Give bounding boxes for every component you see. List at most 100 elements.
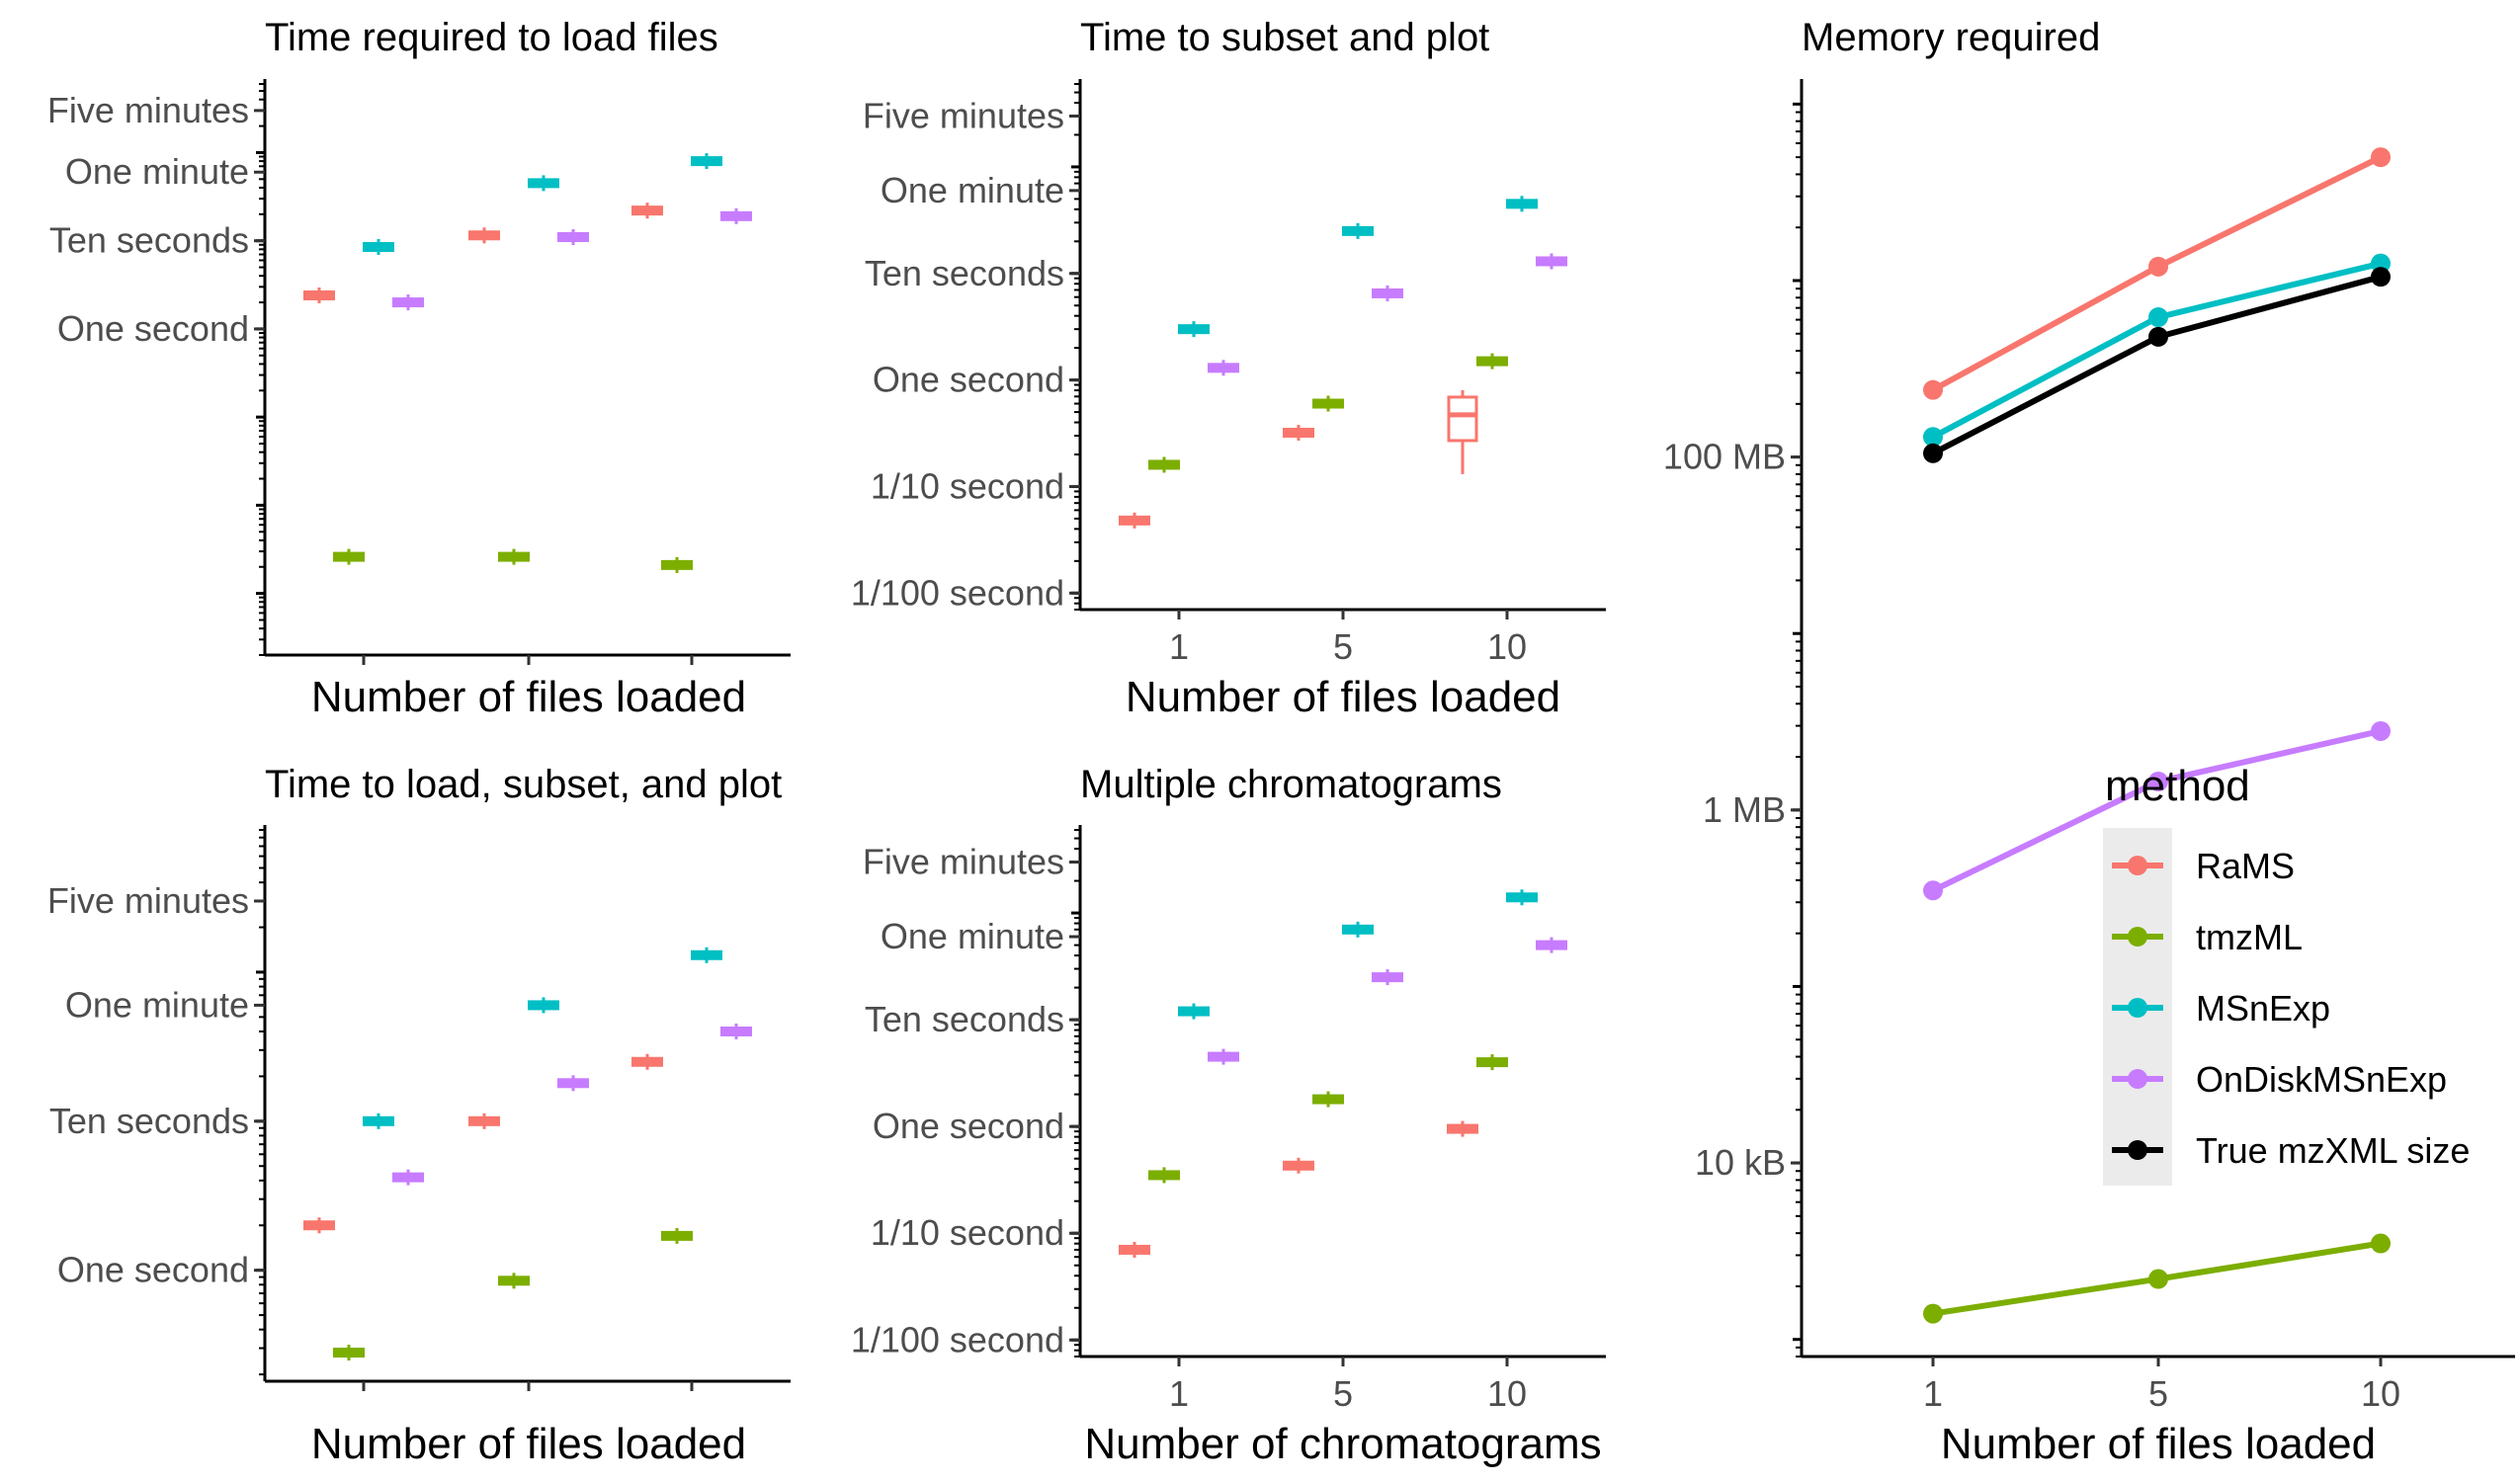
box-rams-10 — [631, 203, 663, 219]
box-rams-5 — [468, 1112, 500, 1129]
box-tmzml-5 — [498, 1273, 530, 1289]
legend-item-true-mzxml-size: True mzXML size — [2112, 1130, 2470, 1171]
y-tick-label: One minute — [65, 151, 249, 192]
box-tmzml-1 — [333, 548, 365, 565]
box-rams-10 — [631, 1053, 663, 1070]
box-tmzml-5 — [498, 548, 530, 565]
box-ondiskmsnexp-10 — [720, 1023, 752, 1039]
box-ondiskmsnexp-5 — [1372, 969, 1403, 986]
box-msnexp-1 — [1178, 1003, 1210, 1020]
y-tick-label: Five minutes — [863, 842, 1064, 882]
panel-title-load: Time required to load files — [265, 16, 718, 59]
panel-title-chrom: Multiple chromatograms — [1080, 763, 1502, 806]
x-axis-label-memory: Number of files loaded — [1941, 1420, 2376, 1468]
legend-label: MSnExp — [2196, 988, 2330, 1029]
y-tick-label: Ten seconds — [49, 220, 249, 261]
box-msnexp-10 — [691, 947, 722, 963]
box-tmzml-10 — [661, 1227, 693, 1244]
point-tmzml-10 — [2371, 1233, 2391, 1254]
x-axis-label-subset: Number of files loaded — [1126, 673, 1560, 721]
panel-subset-and-plot: Time to subset and plot Number of files … — [851, 16, 1606, 721]
legend-title: method — [2105, 762, 2250, 810]
x-tick-label: 5 — [1333, 1373, 1353, 1414]
box-ondiskmsnexp-5 — [557, 1075, 589, 1092]
panel-load-subset-plot: Time to load, subset, and plot Number of… — [47, 763, 791, 1468]
x-axis-label-chrom: Number of chromatograms — [1084, 1420, 1601, 1468]
point-tmzml-1 — [1923, 1303, 1943, 1324]
box-msnexp-5 — [1342, 921, 1374, 938]
box-ondiskmsnexp-10 — [1536, 253, 1567, 270]
box-msnexp-10 — [1506, 196, 1538, 212]
box-rams-10 — [1447, 1120, 1478, 1137]
point-rams-5 — [2148, 256, 2168, 277]
legend-label: RaMS — [2196, 846, 2295, 886]
box-rams-5 — [468, 227, 500, 244]
panel-title-memory: Memory required — [1802, 16, 2100, 59]
box-ondiskmsnexp-1 — [392, 1169, 424, 1186]
y-tick-label: Ten seconds — [49, 1101, 249, 1141]
y-tick-label: One second — [57, 1250, 249, 1290]
point-rams-10 — [2371, 147, 2391, 168]
x-tick-label: 10 — [1487, 626, 1527, 667]
legend-item-ondiskmsnexp: OnDiskMSnExp — [2112, 1059, 2447, 1100]
y-tick-label: 1/100 second — [851, 572, 1064, 613]
point-ondiskmsnexp-1 — [1923, 880, 1943, 901]
box-ondiskmsnexp-1 — [1208, 1048, 1239, 1065]
panel-memory-required: Memory required Number of files loaded 1… — [1663, 16, 2515, 1468]
box-rams-5 — [1283, 424, 1314, 441]
box-tmzml-10 — [1476, 1054, 1508, 1071]
x-axis-label-load: Number of files loaded — [311, 673, 746, 721]
line-true-mzxml-size — [1931, 274, 2382, 456]
y-tick-label: One minute — [881, 916, 1064, 956]
y-tick-label: 100 MB — [1663, 437, 1786, 477]
x-tick-label: 1 — [1169, 1373, 1189, 1414]
box-rams-1 — [303, 287, 335, 303]
legend-label: True mzXML size — [2196, 1130, 2470, 1171]
box-tmzml-10 — [1476, 353, 1508, 370]
x-tick-label: 10 — [2361, 1373, 2400, 1414]
box-msnexp-5 — [528, 175, 559, 192]
x-tick-label: 5 — [1333, 626, 1353, 667]
y-tick-label: Five minutes — [47, 90, 249, 130]
point-tmzml-5 — [2148, 1269, 2168, 1289]
y-tick-label: One second — [873, 360, 1064, 400]
box-ondiskmsnexp-1 — [1208, 360, 1239, 376]
x-tick-label: 1 — [1923, 1373, 1943, 1414]
box-tmzml-1 — [1148, 456, 1180, 473]
box-tmzml-5 — [1312, 395, 1344, 412]
box-ondiskmsnexp-5 — [1372, 285, 1403, 301]
panel-title-subset: Time to subset and plot — [1080, 16, 1489, 59]
box-tmzml-10 — [661, 556, 693, 573]
point-ondiskmsnexp-5 — [2148, 772, 2168, 792]
y-tick-label: One second — [57, 308, 249, 349]
legend-item-tmzml: tmzML — [2112, 917, 2303, 957]
box-ondiskmsnexp-5 — [557, 228, 589, 245]
point-true-mzxml-size-1 — [1923, 443, 1943, 463]
legend-label: tmzML — [2196, 917, 2303, 957]
y-tick-label: 1/10 second — [871, 465, 1064, 506]
box-msnexp-1 — [1178, 321, 1210, 338]
box-rams-10 — [1447, 389, 1478, 474]
point-true-mzxml-size-10 — [2371, 267, 2391, 288]
box-ondiskmsnexp-1 — [392, 294, 424, 311]
y-tick-label: One minute — [65, 984, 249, 1025]
point-ondiskmsnexp-10 — [2371, 720, 2391, 741]
panel-title-loadsubset: Time to load, subset, and plot — [265, 763, 782, 806]
box-msnexp-10 — [691, 153, 722, 170]
y-tick-label: Five minutes — [47, 880, 249, 921]
box-msnexp-10 — [1506, 889, 1538, 906]
point-msnexp-5 — [2148, 307, 2168, 328]
y-tick-label: 10 kB — [1695, 1142, 1786, 1183]
y-tick-label: Ten seconds — [865, 999, 1064, 1039]
box-msnexp-1 — [363, 238, 394, 255]
box-msnexp-1 — [363, 1112, 394, 1129]
x-tick-label: 10 — [1487, 1373, 1527, 1414]
y-tick-label: One second — [873, 1106, 1064, 1146]
legend: method RaMS tmzML MSnExp OnDiskMSnExp True m… — [2103, 762, 2470, 1186]
box-rams-5 — [1283, 1157, 1314, 1174]
panel-multiple-chromatograms: Multiple chromatograms Number of chromat… — [851, 763, 1606, 1468]
box-tmzml-1 — [1148, 1167, 1180, 1184]
y-tick-label: 1/100 second — [851, 1319, 1064, 1359]
legend-item-rams: RaMS — [2112, 846, 2295, 886]
